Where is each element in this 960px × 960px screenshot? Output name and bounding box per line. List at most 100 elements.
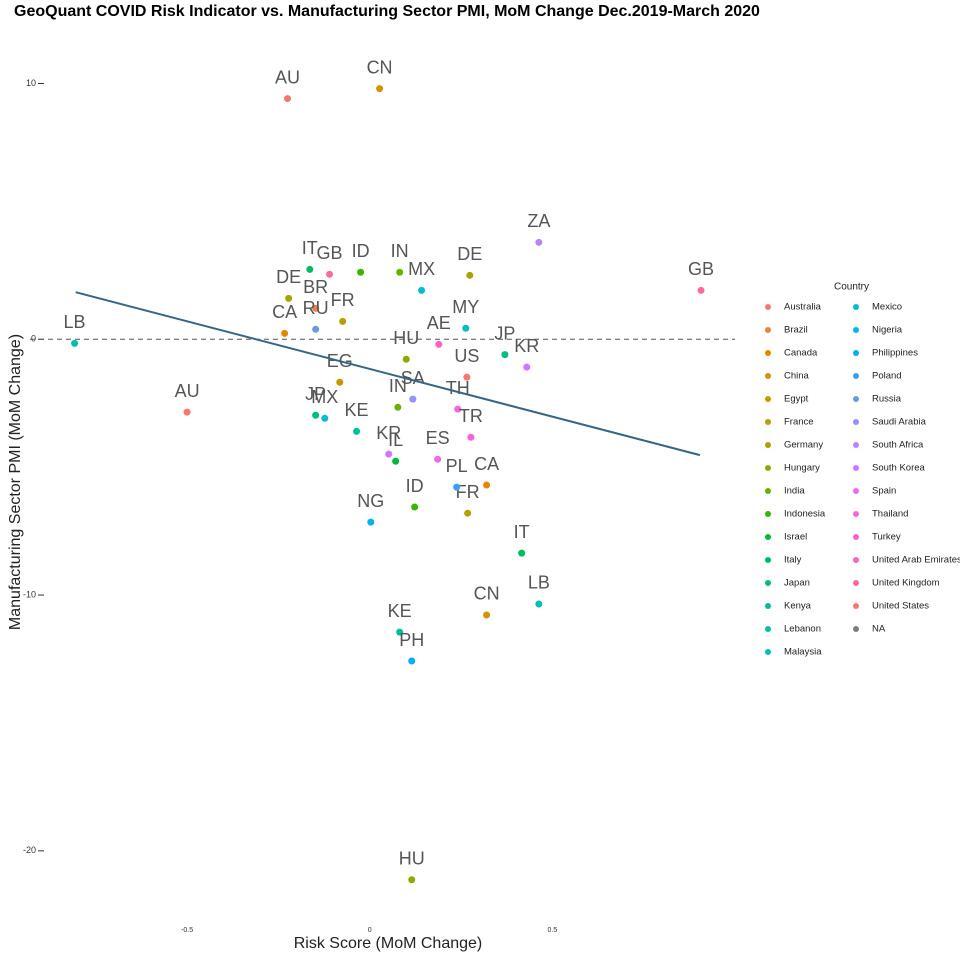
point <box>353 427 361 435</box>
legend-label: Spain <box>872 486 896 497</box>
point <box>284 95 292 103</box>
point-label: HU <box>399 848 425 868</box>
point <box>466 271 474 279</box>
point-label: IT <box>514 522 530 542</box>
legend-label: Japan <box>784 578 810 589</box>
point-label: TR <box>459 406 483 426</box>
legend-swatch <box>765 396 771 402</box>
point <box>285 294 293 302</box>
point <box>385 450 393 458</box>
point-label: BR <box>303 277 328 297</box>
point <box>535 238 543 246</box>
point-label: IN <box>389 376 407 396</box>
point <box>402 355 410 363</box>
point <box>183 408 191 416</box>
point-label: KR <box>376 423 401 443</box>
point <box>411 503 419 511</box>
point <box>281 329 289 337</box>
legend-swatch <box>853 488 859 494</box>
legend-label: United Kingdom <box>872 578 940 589</box>
point-label: DE <box>457 244 482 264</box>
legend-label: Australia <box>784 302 822 313</box>
point-label: CN <box>474 584 500 604</box>
point <box>454 405 462 413</box>
legend-swatch <box>853 396 859 402</box>
legend-swatch <box>765 488 771 494</box>
point-label: JP <box>305 384 326 404</box>
point-label: AU <box>175 381 200 401</box>
legend-label: Germany <box>784 440 823 451</box>
point <box>357 268 365 276</box>
point <box>434 455 442 463</box>
y-tick-label: 10 <box>26 78 36 88</box>
point-label: NG <box>357 491 384 511</box>
point <box>463 373 471 381</box>
legend-label: Hungary <box>784 463 820 474</box>
legend-swatch <box>765 580 771 586</box>
point-label: LB <box>64 312 86 332</box>
legend-label: Poland <box>872 371 902 382</box>
point-label: CN <box>367 57 393 77</box>
legend-swatch <box>853 557 859 563</box>
legend-label: NA <box>872 624 886 635</box>
point-label: AE <box>427 313 451 333</box>
legend-swatch <box>853 511 859 517</box>
point-label: CA <box>474 454 499 474</box>
chart-title: GeoQuant COVID Risk Indicator vs. Manufa… <box>14 3 760 20</box>
legend-swatch <box>853 580 859 586</box>
legend-label: United States <box>872 601 929 612</box>
legend-swatch <box>765 350 771 356</box>
point-label: IT <box>302 238 318 258</box>
legend-swatch <box>853 534 859 540</box>
legend-label: Canada <box>784 348 818 359</box>
point <box>523 363 531 371</box>
point-label: PH <box>399 630 424 650</box>
x-tick-label: -0.5 <box>181 927 193 934</box>
point-label: MX <box>311 387 338 407</box>
legend-label: Italy <box>784 555 802 566</box>
legend-title: Country <box>834 282 869 293</box>
point-label: IL <box>388 430 403 450</box>
y-tick-label: 0 <box>31 334 36 344</box>
point <box>306 265 314 273</box>
legend-swatch <box>853 350 859 356</box>
point-label: LB <box>528 573 550 593</box>
point <box>396 628 404 636</box>
point-label: ZA <box>527 211 550 231</box>
legend-swatch <box>765 373 771 379</box>
legend-swatch <box>765 465 771 471</box>
point-label: SA <box>401 368 425 388</box>
point <box>312 325 320 333</box>
legend-label: Malaysia <box>784 647 822 658</box>
point-label: MY <box>452 297 479 317</box>
legend-label: Thailand <box>872 509 908 520</box>
x-tick-label: 0 <box>368 927 372 934</box>
point-label: PL <box>446 456 468 476</box>
trend-line <box>75 291 701 457</box>
legend-label: Philippines <box>872 348 918 359</box>
legend-swatch <box>853 626 859 632</box>
legend-label: Russia <box>872 394 902 405</box>
point <box>336 378 344 386</box>
point-label: US <box>454 346 479 366</box>
legend-label: Kenya <box>784 601 812 612</box>
point-label: KE <box>345 400 369 420</box>
point-label: ES <box>426 428 450 448</box>
legend-swatch <box>765 534 771 540</box>
y-axis-label: Manufacturing Sector PMI (MoM Change) <box>7 334 24 630</box>
point-label: AU <box>275 67 300 87</box>
legend-label: Indonesia <box>784 509 826 520</box>
point-label: FR <box>456 482 480 502</box>
point <box>418 286 426 294</box>
point <box>535 600 543 608</box>
point-label: HU <box>393 328 419 348</box>
point <box>462 324 470 332</box>
point <box>339 317 347 325</box>
y-tick-label: -20 <box>23 845 36 855</box>
point <box>483 481 491 489</box>
point <box>312 304 320 312</box>
legend-swatch <box>765 442 771 448</box>
legend-swatch <box>765 626 771 632</box>
legend-label: Lebanon <box>784 624 821 635</box>
point <box>464 509 472 517</box>
